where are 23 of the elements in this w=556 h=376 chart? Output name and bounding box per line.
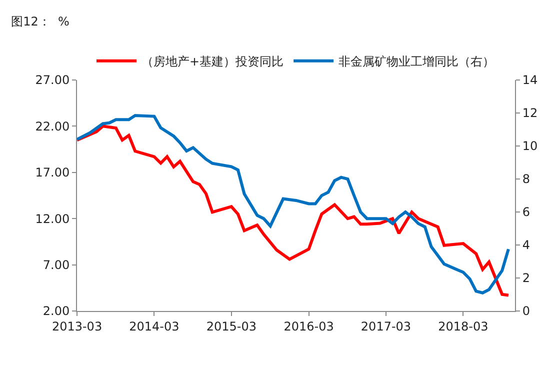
y-tick-label: 17.00	[35, 166, 70, 180]
y-tick-label: 12.00	[35, 212, 70, 226]
x-tick-label: 2013-03	[52, 319, 102, 334]
legend-label: （房地产+基建）投资同比	[142, 54, 284, 69]
y-tick-label: 22.00	[35, 119, 70, 134]
y2-tick-label: 4	[522, 238, 530, 252]
y2-tick-label: 2	[522, 271, 530, 286]
x-tick-label: 2014-03	[129, 319, 180, 334]
x-tick-label: 2016-03	[284, 319, 334, 334]
y-tick-label: 7.00	[42, 258, 70, 272]
y2-tick-label: 12	[522, 106, 538, 120]
chart-title: 图12： %	[11, 14, 70, 28]
legend-label: 非金属矿物业工增同比（右）	[338, 54, 495, 69]
y2-tick-label: 14	[522, 73, 538, 88]
y-tick-label: 27.00	[35, 73, 70, 88]
y2-tick-label: 6	[522, 205, 530, 220]
y2-tick-label: 8	[522, 172, 530, 186]
x-tick-label: 2018-03	[438, 319, 488, 334]
x-tick-label: 2015-03	[206, 319, 256, 334]
y2-tick-label: 0	[522, 304, 530, 318]
y-tick-label: 2.00	[42, 304, 70, 318]
x-tick-label: 2017-03	[360, 319, 412, 334]
y2-tick-label: 10	[522, 139, 538, 154]
